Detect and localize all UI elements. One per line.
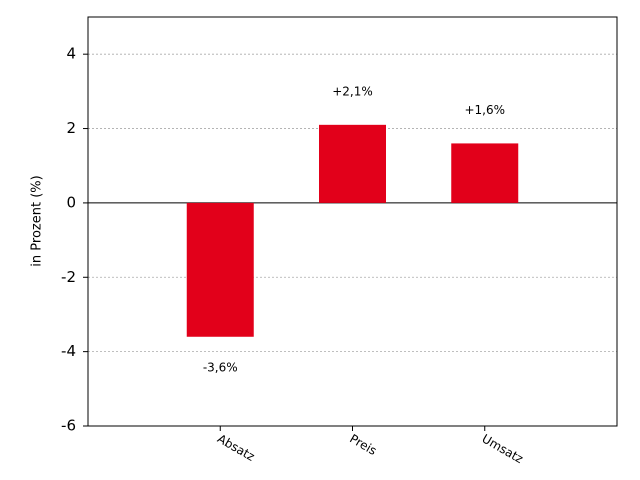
y-tick-label: 2 [66, 119, 76, 137]
bar [451, 143, 519, 203]
y-tick-label: -4 [61, 342, 76, 360]
value-label: +2,1% [332, 84, 373, 98]
value-label: -3,6% [203, 360, 238, 374]
x-tick-label: Preis [347, 432, 379, 458]
y-tick-label: 4 [66, 45, 76, 63]
value-label: +1,6% [464, 103, 505, 117]
y-tick-label: -6 [61, 417, 76, 435]
x-tick-label: Absatz [215, 432, 257, 464]
plot-frame [87, 16, 618, 427]
y-axis-label: in Prozent (%) [30, 175, 45, 266]
y-tick-label: -2 [61, 268, 76, 286]
y-tick-label: 0 [66, 193, 76, 211]
bar [186, 202, 254, 337]
x-tick-label: Umsatz [480, 432, 526, 467]
bar [319, 124, 386, 203]
